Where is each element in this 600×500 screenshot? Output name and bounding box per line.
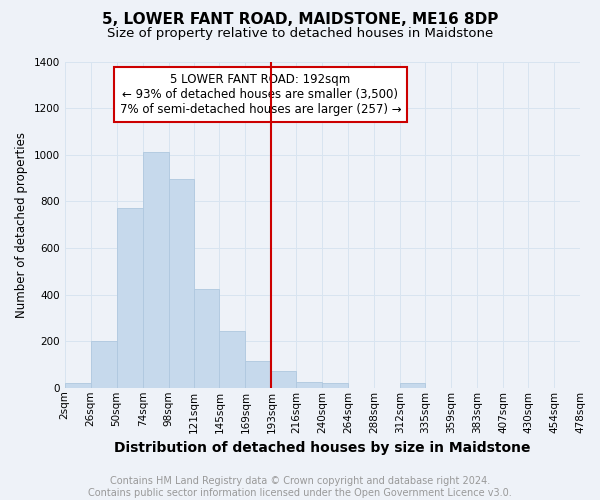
Y-axis label: Number of detached properties: Number of detached properties bbox=[15, 132, 28, 318]
Bar bbox=[271, 372, 296, 388]
Bar bbox=[143, 152, 169, 388]
Bar bbox=[296, 382, 322, 388]
Bar bbox=[193, 288, 220, 388]
Text: Contains HM Land Registry data © Crown copyright and database right 2024.
Contai: Contains HM Land Registry data © Crown c… bbox=[88, 476, 512, 498]
Text: 5, LOWER FANT ROAD, MAIDSTONE, ME16 8DP: 5, LOWER FANT ROAD, MAIDSTONE, ME16 8DP bbox=[102, 12, 498, 28]
Bar bbox=[116, 208, 143, 388]
Bar bbox=[322, 383, 349, 388]
X-axis label: Distribution of detached houses by size in Maidstone: Distribution of detached houses by size … bbox=[114, 441, 530, 455]
Bar bbox=[220, 330, 245, 388]
Bar bbox=[91, 341, 116, 388]
Bar bbox=[400, 383, 425, 388]
Bar bbox=[169, 179, 193, 388]
Text: 5 LOWER FANT ROAD: 192sqm
← 93% of detached houses are smaller (3,500)
7% of sem: 5 LOWER FANT ROAD: 192sqm ← 93% of detac… bbox=[119, 73, 401, 116]
Bar bbox=[245, 361, 271, 388]
Text: Size of property relative to detached houses in Maidstone: Size of property relative to detached ho… bbox=[107, 28, 493, 40]
Bar bbox=[65, 383, 91, 388]
